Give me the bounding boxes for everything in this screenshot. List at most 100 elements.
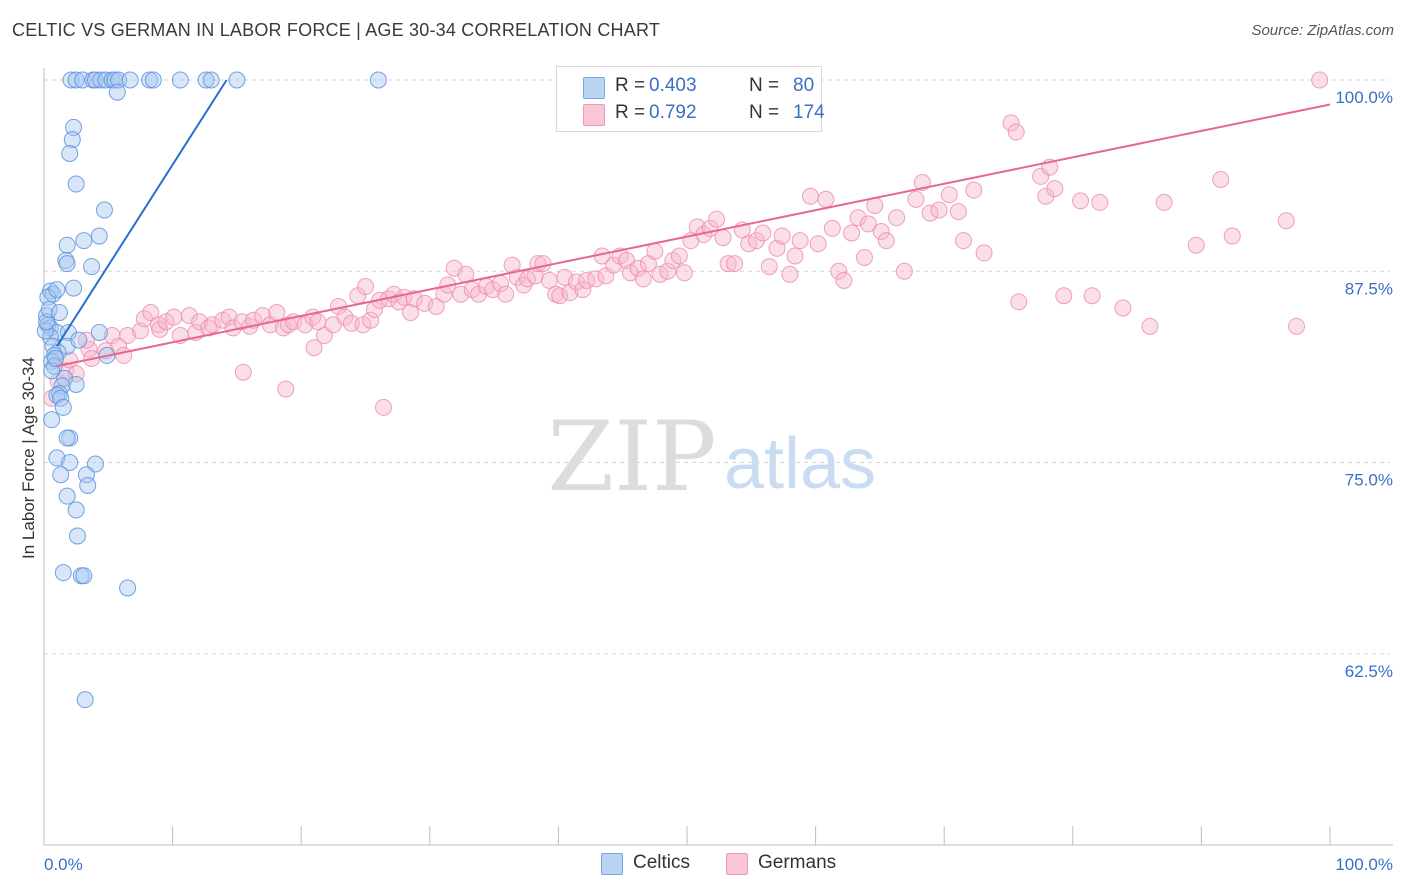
data-point-celtics [121, 71, 139, 89]
data-point-germans [305, 339, 323, 357]
data-point-germans [809, 235, 827, 253]
legend-swatch-celtics [583, 77, 605, 99]
points-layer [36, 71, 1329, 709]
grid-layer [44, 79, 1390, 655]
data-point-celtics [197, 71, 215, 89]
data-point-germans [1046, 180, 1064, 198]
data-point-germans [362, 311, 380, 329]
data-point-celtics [58, 429, 76, 447]
data-point-celtics [171, 71, 189, 89]
data-point-germans [930, 201, 948, 219]
data-point-germans [949, 203, 967, 221]
data-point-germans [888, 209, 906, 227]
trend-line-germans [56, 103, 1331, 368]
data-point-germans [791, 232, 809, 250]
legend-label-celtics: Celtics [633, 852, 691, 873]
data-point-germans [279, 316, 297, 334]
watermark-atlas: atlas [724, 424, 876, 504]
data-point-celtics [48, 449, 66, 467]
y-tick-label: 62.5% [1345, 662, 1393, 681]
y-tick-label: 75.0% [1345, 471, 1393, 490]
data-point-germans [561, 284, 579, 302]
data-point-germans [872, 222, 890, 240]
data-point-germans [954, 232, 972, 250]
data-point-celtics [83, 258, 101, 276]
data-point-germans [714, 229, 732, 247]
data-point-germans [830, 262, 848, 280]
series-legend: Celtics Germans [0, 852, 1406, 878]
data-point-germans [1277, 212, 1295, 230]
data-point-celtics [40, 301, 58, 318]
data-point-celtics [54, 398, 72, 416]
data-point-germans [781, 265, 799, 283]
data-point-celtics [74, 71, 92, 89]
data-point-germans [1091, 193, 1109, 211]
y-tick-label: 87.5% [1345, 279, 1393, 298]
legend-r-label: R = [615, 102, 646, 123]
data-point-germans [268, 304, 286, 322]
data-point-celtics [62, 71, 80, 89]
data-point-germans [605, 256, 623, 274]
data-point-germans [760, 258, 778, 276]
data-point-germans [578, 271, 596, 289]
legend-n-value: 174 [793, 102, 825, 123]
data-point-celtics [47, 349, 65, 367]
data-point-germans [191, 313, 209, 331]
data-point-germans [1010, 293, 1028, 311]
y-tick-label: 100.0% [1335, 88, 1393, 107]
data-point-celtics [119, 579, 137, 597]
data-point-germans [629, 259, 647, 277]
data-point-germans [835, 271, 853, 289]
data-point-germans [1114, 299, 1132, 317]
data-point-germans [551, 287, 569, 305]
data-point-germans [843, 224, 861, 242]
data-point-germans [119, 327, 137, 345]
data-point-germans [855, 248, 873, 266]
chart-title: CELTIC VS GERMAN IN LABOR FORCE | AGE 30… [12, 20, 661, 40]
legend-r-value: 0.403 [649, 75, 697, 96]
data-point-germans [675, 264, 693, 282]
data-point-germans [907, 190, 925, 208]
data-point-germans [773, 227, 791, 245]
legend-n-label: N = [749, 75, 780, 96]
data-point-celtics [108, 83, 126, 101]
data-point-germans [180, 307, 198, 325]
data-point-celtics [58, 487, 76, 505]
data-point-celtics [90, 323, 108, 341]
data-point-celtics [369, 71, 387, 89]
data-point-germans [634, 270, 652, 288]
data-point-germans [975, 244, 993, 262]
data-point-germans [1288, 317, 1306, 335]
data-point-celtics [58, 236, 76, 254]
series-celtics [36, 71, 387, 709]
legend-swatch-germans [726, 853, 748, 875]
data-point-germans [877, 232, 895, 250]
legend-n-value: 80 [793, 75, 815, 96]
axis-layer [43, 68, 1393, 846]
data-point-celtics [90, 227, 108, 245]
data-point-germans [670, 247, 688, 265]
data-point-germans [726, 255, 744, 273]
stats-legend: R = 0.403 N = 80 R = 0.792 N = 174 [556, 66, 825, 132]
data-point-celtics [58, 255, 76, 273]
data-point-germans [165, 308, 183, 326]
data-point-germans [659, 262, 677, 280]
data-point-celtics [65, 118, 83, 136]
data-point-germans [375, 398, 393, 416]
trend-line-celtics [56, 79, 228, 347]
data-point-celtics [70, 331, 88, 349]
data-point-celtics [67, 175, 85, 193]
data-point-germans [817, 190, 835, 208]
data-point-germans [115, 346, 133, 364]
watermark-zip: ZIP [547, 401, 716, 513]
legend-n-label: N = [749, 102, 780, 123]
data-point-celtics [228, 71, 246, 89]
legend-label-germans: Germans [758, 852, 837, 873]
data-point-germans [786, 247, 804, 265]
data-point-celtics [61, 454, 79, 471]
data-point-celtics [202, 71, 220, 89]
data-point-germans [1055, 287, 1073, 305]
data-point-germans [895, 262, 913, 280]
x-tick-label-min: 0.0% [44, 855, 83, 874]
data-point-germans [859, 215, 877, 233]
